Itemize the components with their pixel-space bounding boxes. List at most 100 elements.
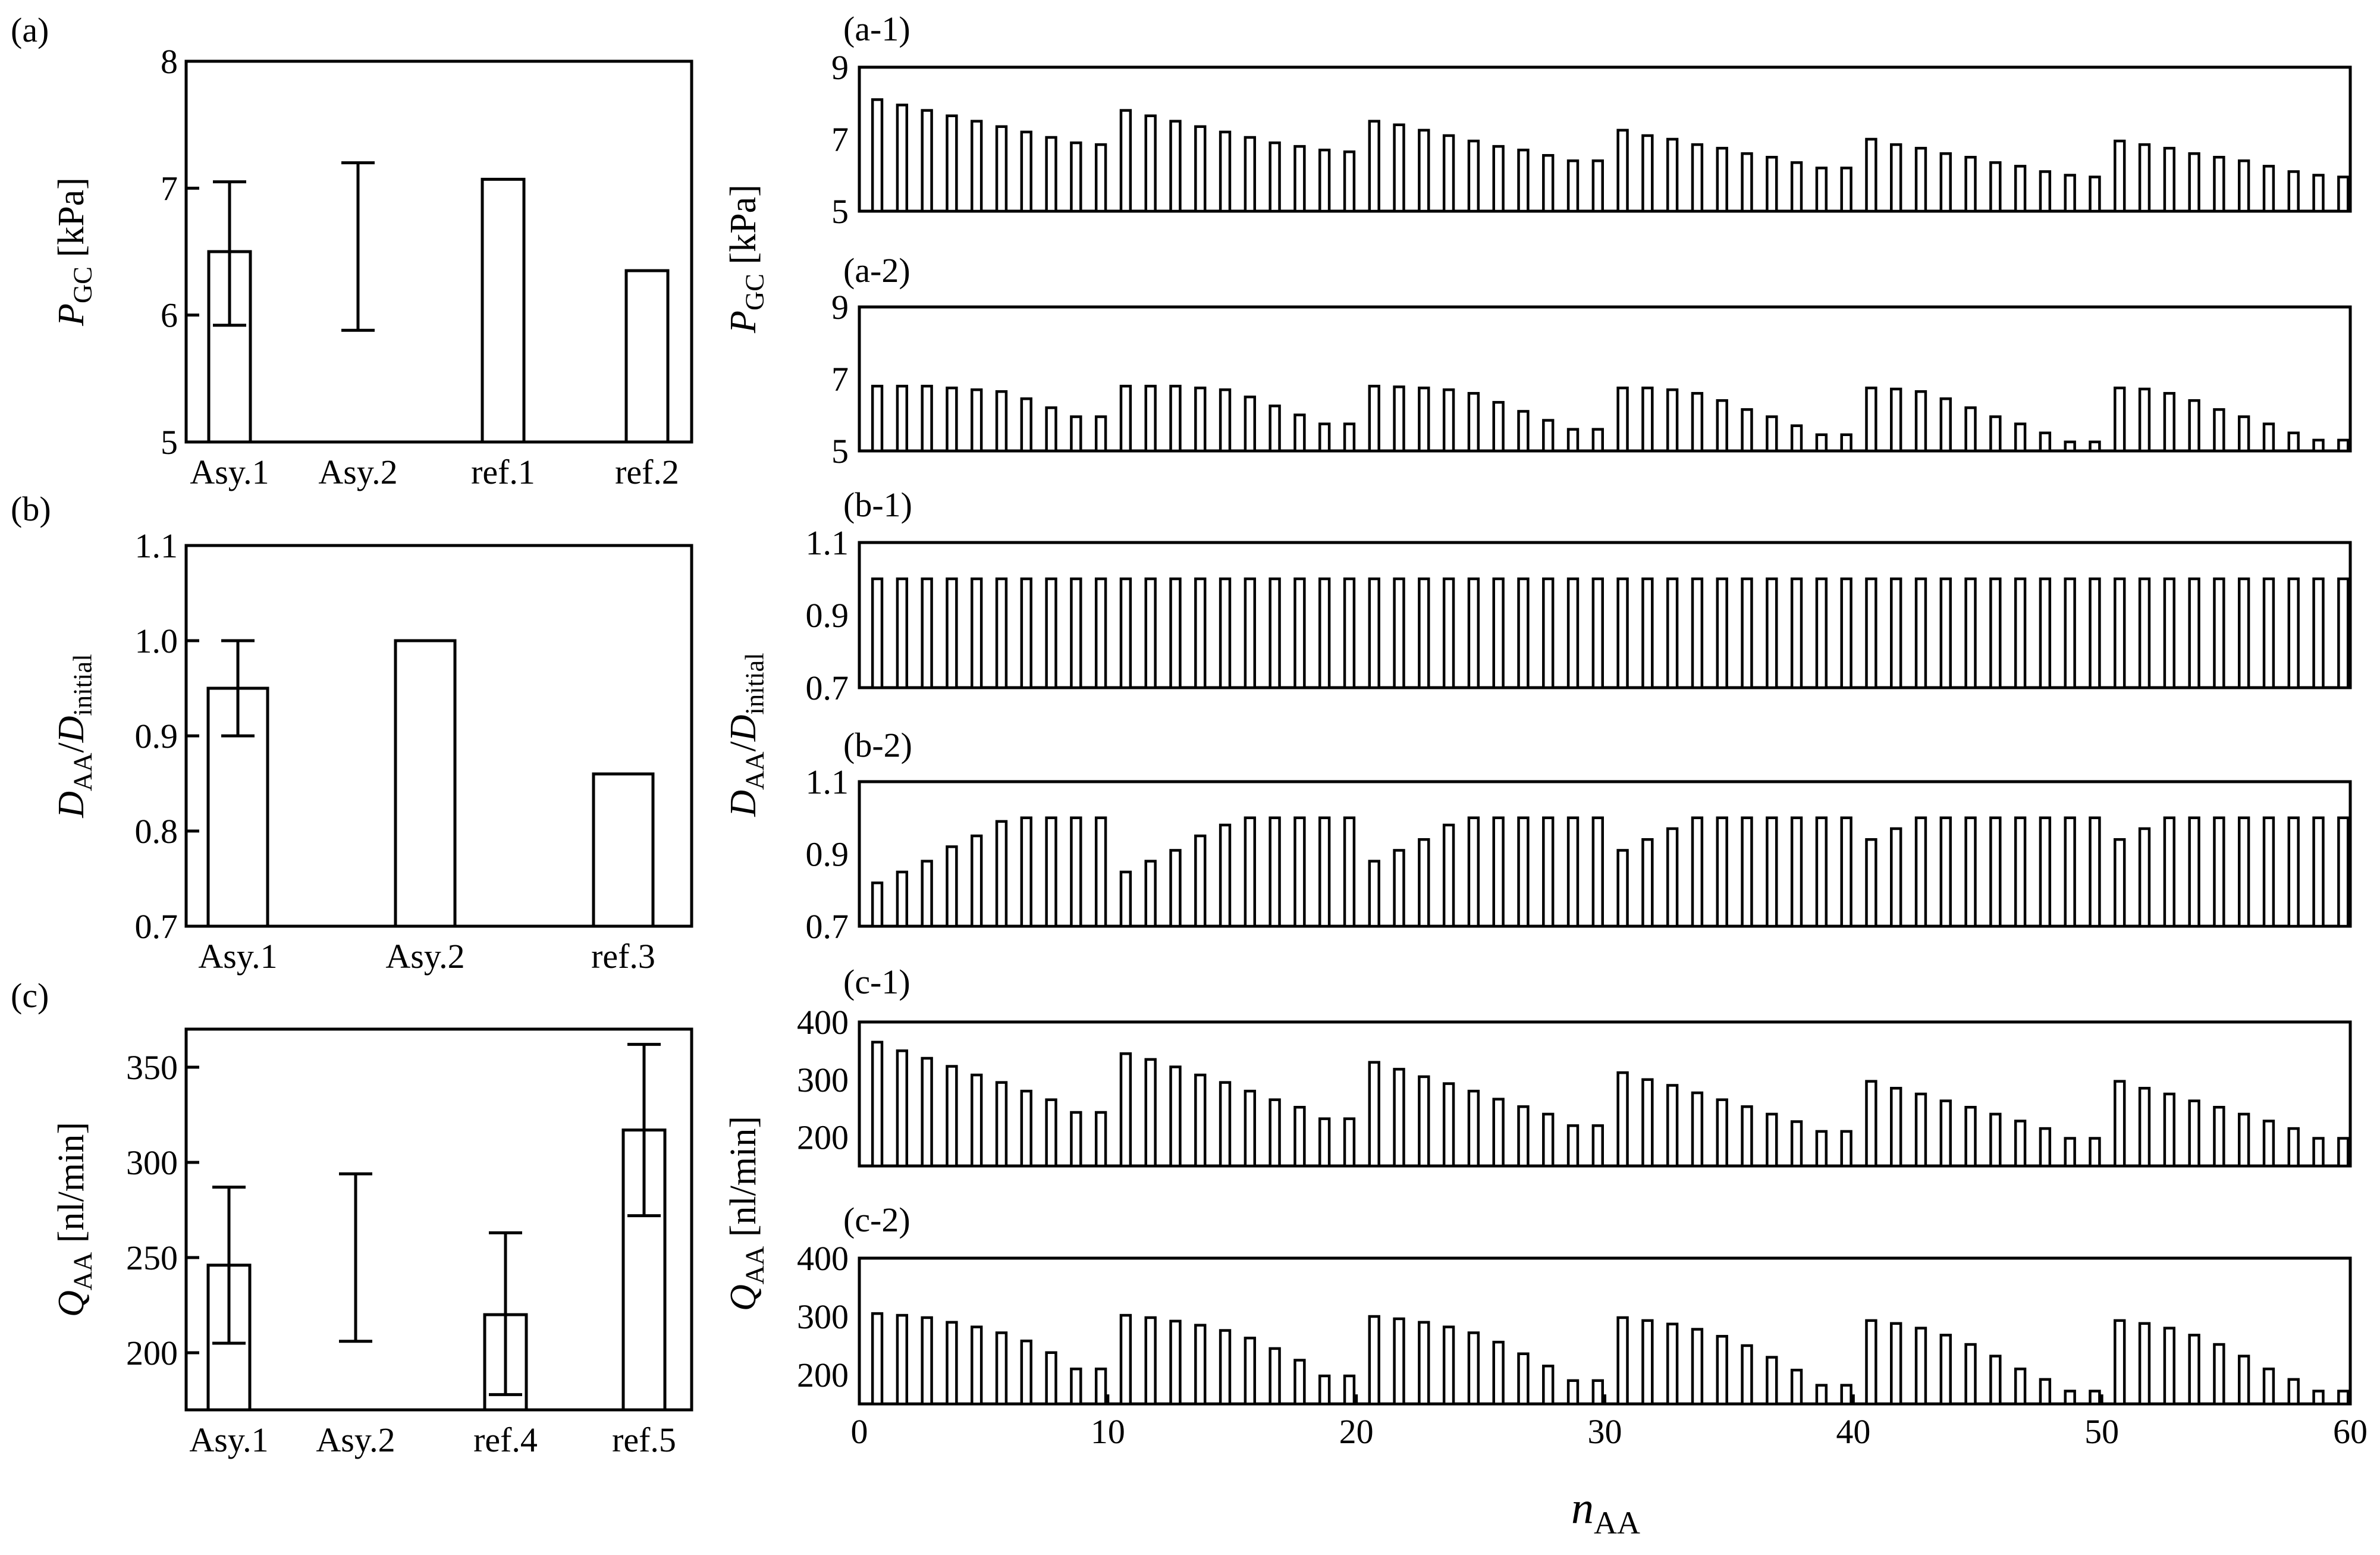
bar-n4 xyxy=(946,1321,958,1406)
bar-ref.2 xyxy=(624,269,670,444)
bar-n30 xyxy=(1591,577,1604,689)
bar-n37 xyxy=(1766,415,1778,453)
y-axis-label-a: PGC [kPa] xyxy=(51,177,98,327)
x-tick-label: 50 xyxy=(2084,1412,2119,1451)
y-tick-label: 1.1 xyxy=(806,763,849,801)
bar-n17 xyxy=(1269,141,1281,213)
y-tick-label: 9 xyxy=(831,48,849,87)
bar-n44 xyxy=(1939,152,1952,213)
y-axis-label-c-right-part: Q xyxy=(723,1284,764,1311)
bar-n35 xyxy=(1716,816,1728,928)
y-axis-label-a-right-part: P xyxy=(723,311,764,334)
bar-n18 xyxy=(1293,816,1306,928)
bar-n56 xyxy=(2237,159,2250,213)
bar-n56 xyxy=(2237,1112,2250,1168)
bar-n23 xyxy=(1418,577,1430,689)
y-tick-label: 300 xyxy=(797,1297,849,1336)
y-tick-label: 0.7 xyxy=(135,907,178,946)
bar-n26 xyxy=(1492,401,1505,453)
bar-n26 xyxy=(1492,577,1505,689)
bar-n28 xyxy=(1542,1365,1555,1406)
bar-n10 xyxy=(1094,1367,1107,1406)
bar-n48 xyxy=(2039,816,2052,928)
panel-label-a: (a) xyxy=(11,11,49,49)
bar-n26 xyxy=(1492,1340,1505,1406)
bar-n18 xyxy=(1293,413,1306,453)
bar-n60 xyxy=(2337,577,2350,689)
bar-n54 xyxy=(2188,399,2200,453)
bar-n27 xyxy=(1517,148,1530,213)
bar-n7 xyxy=(1020,577,1032,689)
bar-n58 xyxy=(2287,577,2300,689)
bar-n47 xyxy=(2014,422,2027,453)
bar-n25 xyxy=(1467,577,1480,689)
bar-n11 xyxy=(1119,870,1132,928)
bar-n40 xyxy=(1840,433,1852,453)
bar-n45 xyxy=(1964,816,1977,928)
bar-n8 xyxy=(1045,577,1057,689)
bar-n24 xyxy=(1442,134,1455,213)
bar-n53 xyxy=(2163,391,2176,453)
bar-n25 xyxy=(1467,1331,1480,1406)
bar-n22 xyxy=(1393,123,1405,213)
bar-n5 xyxy=(971,120,983,213)
bar-n25 xyxy=(1467,816,1480,928)
x-category-label: ref.2 xyxy=(615,453,679,491)
bar-n52 xyxy=(2138,577,2151,689)
bar-n11 xyxy=(1119,1313,1132,1406)
bar-n2 xyxy=(896,577,909,689)
bar-n57 xyxy=(2262,1367,2275,1406)
bar-n41 xyxy=(1865,386,1877,453)
bar-n56 xyxy=(2237,415,2250,453)
bar-n54 xyxy=(2188,577,2200,689)
bar-n30 xyxy=(1591,428,1604,453)
bar-n9 xyxy=(1070,577,1082,689)
y-tick-label: 0.9 xyxy=(806,596,849,635)
bar-n42 xyxy=(1890,577,1902,689)
bar-n58 xyxy=(2287,1127,2300,1168)
bar-n42 xyxy=(1890,1322,1902,1406)
bar-n36 xyxy=(1741,816,1753,928)
bar-n45 xyxy=(1964,577,1977,689)
bar-n19 xyxy=(1318,422,1331,453)
bar-n21 xyxy=(1368,577,1380,689)
bar-n59 xyxy=(2312,1137,2325,1168)
y-tick-label: 8 xyxy=(161,42,178,81)
bar-n17 xyxy=(1269,816,1281,928)
bar-n38 xyxy=(1790,1368,1803,1406)
bar-n16 xyxy=(1244,1089,1257,1168)
bar-n4 xyxy=(946,845,958,928)
y-axis-label-b-right-part: D xyxy=(723,790,764,817)
x-category-label: Asy.1 xyxy=(189,1421,268,1459)
bar-n23 xyxy=(1418,1321,1430,1406)
bar-n6 xyxy=(995,577,1008,689)
bar-n8 xyxy=(1045,1098,1057,1168)
bar-n15 xyxy=(1219,823,1232,928)
bar-n21 xyxy=(1368,120,1380,213)
bar-n55 xyxy=(2213,816,2225,928)
bar-n55 xyxy=(2213,1343,2225,1406)
bar-n41 xyxy=(1865,137,1877,213)
bar-n33 xyxy=(1666,137,1679,213)
bar-n29 xyxy=(1566,816,1580,928)
panel-label-a-1: (a-1) xyxy=(843,10,910,48)
bar-ref.1 xyxy=(481,177,526,444)
bar-n25 xyxy=(1467,139,1480,213)
bar-n24 xyxy=(1442,388,1455,453)
bar-n16 xyxy=(1244,816,1257,928)
y-tick-label: 0.8 xyxy=(135,812,178,851)
chart-b-1: (b-1) 0.7 0.9 1.1 xyxy=(806,485,2352,707)
bar-n4 xyxy=(946,114,958,213)
bar-n20 xyxy=(1343,150,1356,213)
bar-n30 xyxy=(1591,159,1604,213)
bar-n58 xyxy=(2287,431,2300,453)
bar-n31 xyxy=(1616,1071,1629,1168)
bar-n29 xyxy=(1566,1379,1580,1406)
bar-n42 xyxy=(1890,827,1902,928)
bar-n36 xyxy=(1741,577,1753,689)
bar-n5 xyxy=(971,388,983,453)
bar-n28 xyxy=(1542,816,1555,928)
y-axis-label-b-right: DAA/Dinitial xyxy=(723,653,770,817)
bar-n24 xyxy=(1442,1325,1455,1406)
bar-n37 xyxy=(1766,1356,1778,1406)
